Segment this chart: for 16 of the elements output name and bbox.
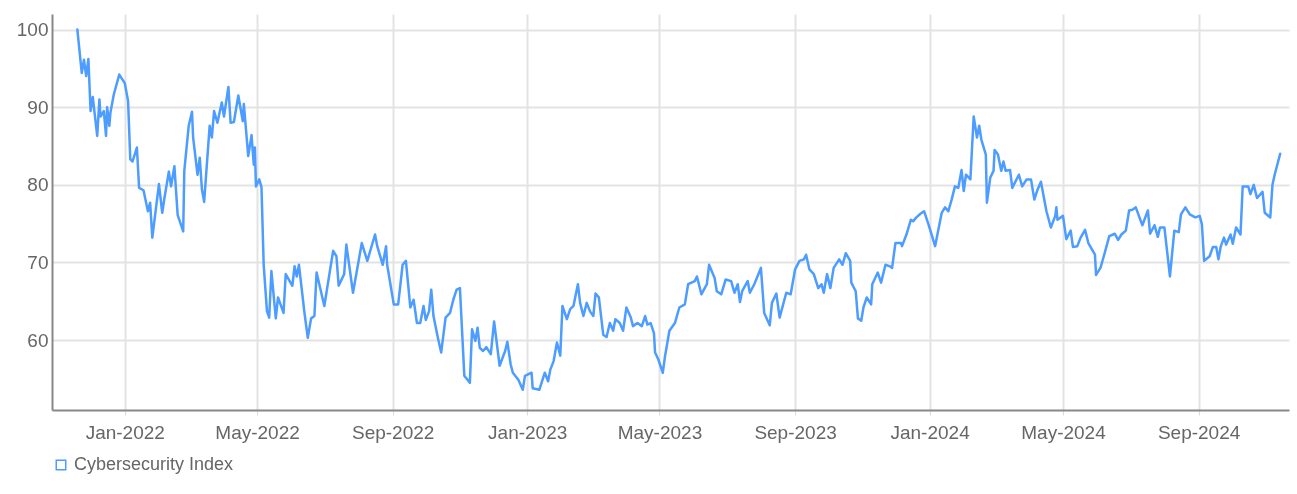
x-tick-label: May-2024: [1021, 421, 1107, 443]
legend-label: Cybersecurity Index: [74, 454, 234, 474]
y-tick-label: 60: [27, 329, 49, 351]
x-tick-label: Jan-2023: [488, 421, 568, 443]
x-tick-label: May-2023: [617, 421, 703, 443]
x-tick-label: Jan-2022: [85, 421, 165, 443]
line-series: [76, 28, 1282, 392]
x-tick-label: May-2022: [215, 421, 300, 443]
y-tick-label: 100: [16, 19, 49, 41]
y-tick-label: 70: [27, 251, 49, 273]
y-tick-label: 90: [27, 96, 49, 118]
x-tick-label: Sep-2024: [1157, 421, 1241, 443]
x-tick-label: Sep-2023: [754, 421, 837, 443]
x-tick-label: Jan-2024: [890, 421, 971, 443]
y-tick-label: 80: [27, 174, 49, 196]
x-tick-label: Sep-2022: [351, 421, 435, 443]
